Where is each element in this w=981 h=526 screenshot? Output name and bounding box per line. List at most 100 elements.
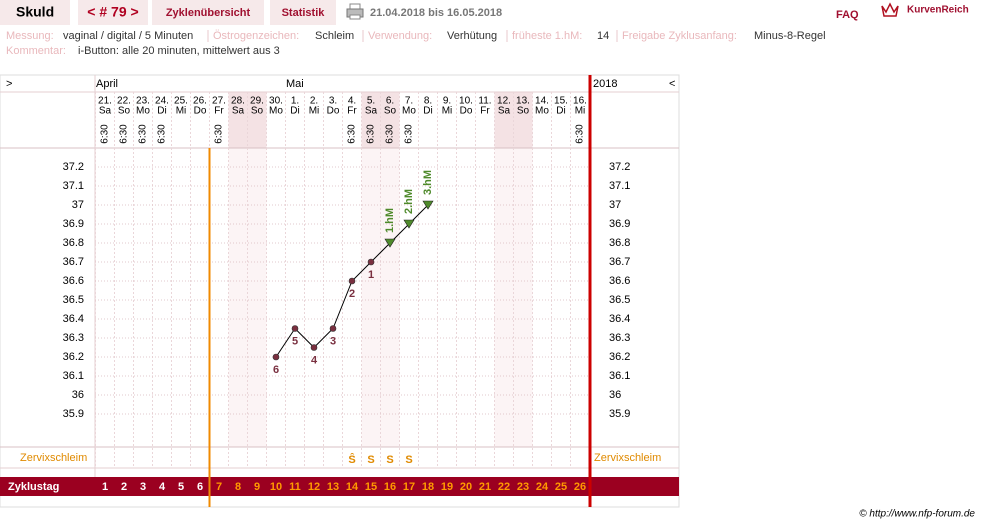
date-label: 22.	[117, 96, 131, 107]
y-tick-label-right: 36	[609, 389, 621, 401]
weekday-label: Sa	[365, 106, 378, 117]
logo[interactable]: KurvenReich	[907, 5, 969, 16]
time-label: 6:30	[119, 124, 130, 144]
cycle-day: 25	[555, 481, 567, 493]
footer: © http://www.nfp-forum.de	[859, 509, 975, 520]
weekday-label: Fr	[347, 106, 357, 117]
y-tick-label-right: 36.2	[609, 351, 630, 363]
weekday-label: So	[251, 106, 264, 117]
cycle-day: 20	[460, 481, 472, 493]
tab[interactable]: Statistik	[282, 7, 326, 19]
faq-link[interactable]: FAQ	[836, 9, 859, 21]
temperature-point	[403, 219, 415, 229]
cycle-day: 19	[441, 481, 453, 493]
y-tick-label-right: 37.1	[609, 180, 630, 192]
weekend-column	[247, 148, 267, 447]
weekday-label: Sa	[498, 106, 511, 117]
tab-box[interactable]	[152, 0, 264, 25]
temperature-point	[272, 353, 280, 361]
weekend-column-header	[494, 92, 514, 148]
cycle-day: 8	[235, 481, 241, 493]
weekday-label: Mo	[269, 106, 283, 117]
date-label: 13.	[516, 96, 530, 107]
info-value: Verhütung	[447, 30, 497, 42]
weekend-column	[513, 148, 533, 447]
weekend-column-header	[513, 92, 533, 148]
nav-next[interactable]: <	[669, 78, 675, 90]
weekday-label: Fr	[480, 106, 490, 117]
info-value: Minus-8-Regel	[754, 30, 826, 42]
date-label: 8.	[424, 96, 432, 107]
nav-prev[interactable]: >	[6, 78, 12, 90]
weekday-label: So	[384, 106, 397, 117]
info-label: früheste 1.hM:	[512, 30, 582, 42]
weekend-column	[380, 148, 400, 447]
info-label: Messung:	[6, 30, 54, 42]
temperature-point	[310, 344, 318, 351]
date-label: 6.	[386, 96, 394, 107]
printer-icon[interactable]	[346, 3, 364, 20]
cycle-day: 5	[178, 481, 184, 493]
cycle-day: 18	[422, 481, 434, 493]
row-label: Zervixschleim	[594, 452, 661, 464]
time-label: 6:30	[385, 124, 396, 144]
y-tick-label: 36.3	[63, 332, 84, 344]
temperature-point	[291, 325, 299, 332]
weekday-label: Mi	[309, 106, 320, 117]
y-tick-label-right: 36.3	[609, 332, 630, 344]
date-label: 27.	[212, 96, 226, 107]
weekend-column	[228, 148, 248, 447]
point-label: 2	[349, 288, 355, 300]
weekday-label: Di	[556, 106, 565, 117]
year-label: 2018	[593, 78, 617, 90]
cycle-day: 1	[102, 481, 108, 493]
time-label: 6:30	[404, 124, 415, 144]
date-label: 16.	[573, 96, 587, 107]
weekday-label: So	[118, 106, 131, 117]
weekday-label: Mo	[535, 106, 549, 117]
weekday-label: Di	[423, 106, 432, 117]
date-label: 10.	[459, 96, 473, 107]
point-label: 3	[330, 335, 336, 347]
y-tick-label-right: 37	[609, 199, 621, 211]
point-label: 4	[311, 354, 318, 366]
y-tick-label-right: 37.2	[609, 161, 630, 173]
hm-label: 3.hM	[422, 170, 434, 195]
time-label: 6:30	[347, 124, 358, 144]
tab-box[interactable]	[270, 0, 336, 25]
date-range: 21.04.2018 bis 16.05.2018	[370, 7, 502, 19]
temperature-point	[422, 200, 434, 210]
y-tick-label: 36.8	[63, 237, 84, 249]
cycle-day: 23	[517, 481, 529, 493]
month-label: April	[96, 78, 118, 90]
info-value: vaginal / digital / 5 Minuten	[63, 30, 193, 42]
info-value: i-Button: alle 20 minuten, mittelwert au…	[78, 45, 280, 57]
y-tick-label: 36.2	[63, 351, 84, 363]
weekday-label: Mi	[575, 106, 586, 117]
y-tick-label-right: 36.8	[609, 237, 630, 249]
cycle-day: 24	[536, 481, 549, 493]
temperature-point	[329, 325, 337, 332]
weekday-label: Do	[327, 106, 340, 117]
cycle-day: 2	[121, 481, 127, 493]
date-label: 15.	[554, 96, 568, 107]
weekday-label: Di	[157, 106, 166, 117]
nav-box[interactable]	[78, 0, 148, 25]
time-label: 6:30	[100, 124, 111, 144]
tab[interactable]: Zyklenübersicht	[166, 7, 251, 19]
cycle-day: 10	[270, 481, 282, 493]
point-label: 6	[273, 364, 279, 376]
cycle-day: 17	[403, 481, 415, 493]
date-label: 1.	[291, 96, 299, 107]
date-label: 12.	[497, 96, 511, 107]
y-tick-label: 36.7	[63, 256, 84, 268]
weekend-column	[361, 148, 381, 447]
date-label: 24.	[155, 96, 169, 107]
cycle-nav[interactable]: < # 79 >	[87, 4, 138, 20]
date-label: 30.	[269, 96, 283, 107]
info-label: Östrogenzeichen:	[213, 30, 299, 42]
point-label: 1	[368, 269, 374, 281]
weekday-label: Mo	[136, 106, 150, 117]
mucus-symbol: S	[386, 454, 393, 466]
date-label: 21.	[98, 96, 112, 107]
